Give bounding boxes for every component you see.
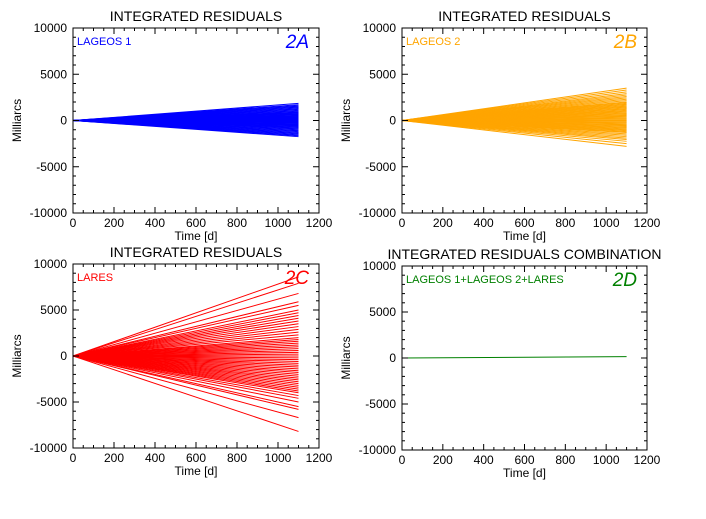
x-tick-label: 1000 [265,451,292,465]
x-tick-label: 600 [186,451,206,465]
chart-title: INTEGRATED RESIDUALS [110,244,282,260]
x-axis-label: Time [d] [175,229,218,243]
y-axis-label: Milliarcs [10,99,24,142]
x-axis-label: Time [d] [175,464,218,478]
panel-label: 2B [613,32,638,53]
y-tick-label: -10000 [30,206,68,220]
x-tick-label: 600 [514,216,534,230]
legend-label: LAGEOS 2 [406,36,460,48]
x-tick-label: 400 [474,216,494,230]
y-tick-label: -5000 [365,397,396,411]
y-tick-label: 5000 [40,303,67,317]
y-tick-label: 0 [389,114,396,128]
x-tick-label: 1000 [593,453,620,467]
y-tick-label: -10000 [30,441,68,455]
series-line [72,355,299,399]
y-tick-label: -10000 [359,443,397,457]
x-tick-label: 600 [186,216,206,230]
x-tick-label: 200 [433,216,453,230]
y-tick-label: 5000 [369,67,396,81]
legend-label: LAGEOS 1+LAGEOS 2+LARES [406,274,564,286]
y-tick-label: 10000 [34,257,68,271]
x-tick-label: 1000 [593,216,620,230]
x-tick-label: 800 [555,453,575,467]
x-tick-label: 800 [555,216,575,230]
x-tick-label: 1200 [306,451,333,465]
panel-label: 2D [612,270,638,291]
x-tick-label: 0 [70,451,77,465]
x-tick-label: 1200 [634,216,661,230]
chart-panel-2d: 0 200 400 600 800 1000 1200 -10000 -5000 0 5000 100… [339,246,662,480]
y-tick-label: 10000 [363,21,397,35]
x-axis-label: Time [d] [503,466,546,480]
chart-panel-2a: 0 200 400 600 800 1000 1200 -10000 -5000 0 5000 100… [10,8,333,243]
series-line [72,292,299,357]
x-tick-label: 0 [70,216,77,230]
legend-label: LARES [77,272,113,284]
y-tick-label: 0 [60,349,67,363]
x-tick-label: 1200 [306,216,333,230]
chart-title: INTEGRATED RESIDUALS [438,8,610,24]
y-axis-label: Milliarcs [339,336,353,379]
y-tick-label: 0 [60,114,67,128]
y-tick-label: 10000 [363,259,397,273]
chart-panel-2b: 0 200 400 600 800 1000 1200 -10000 -5000 0 5000 100… [339,8,661,243]
x-tick-label: 200 [433,453,453,467]
series-line [401,356,627,359]
x-tick-label: 800 [227,216,247,230]
series-line [401,120,627,147]
y-axis-label: Milliarcs [10,334,24,377]
y-tick-label: -10000 [359,206,397,220]
x-tick-label: 400 [145,216,165,230]
chart-title: INTEGRATED RESIDUALS [110,8,282,24]
x-tick-label: 200 [104,216,124,230]
x-tick-label: 800 [227,451,247,465]
x-axis-label: Time [d] [503,229,546,243]
y-axis-label: Milliarcs [339,99,353,142]
y-tick-label: 5000 [40,67,67,81]
y-tick-label: 0 [389,351,396,365]
y-tick-label: -5000 [36,160,67,174]
series-line [72,282,299,357]
series-line [72,355,299,403]
x-tick-label: 1200 [634,453,661,467]
panel-label: 2C [284,268,310,289]
series-line [72,355,299,419]
series-line [72,304,299,357]
y-tick-label: -5000 [36,395,67,409]
x-tick-label: 600 [514,453,534,467]
series-line [72,355,299,432]
legend-label: LAGEOS 1 [77,36,131,48]
y-tick-label: -5000 [365,160,396,174]
chart-title: INTEGRATED RESIDUALS COMBINATION [387,246,661,262]
x-tick-label: 0 [399,453,406,467]
series-line [72,301,299,357]
x-tick-label: 200 [104,451,124,465]
series-line [72,276,299,357]
y-tick-label: 10000 [34,21,68,35]
panel-label: 2A [285,32,309,53]
x-tick-label: 1000 [265,216,292,230]
x-tick-label: 0 [399,216,406,230]
series-line [72,120,299,138]
x-tick-label: 400 [474,453,494,467]
x-tick-label: 400 [145,451,165,465]
series-line [72,355,299,410]
chart-panel-2c: 0 200 400 600 800 1000 1200 -10000 -5000 0 5000 100… [10,244,333,478]
y-tick-label: 5000 [369,305,396,319]
